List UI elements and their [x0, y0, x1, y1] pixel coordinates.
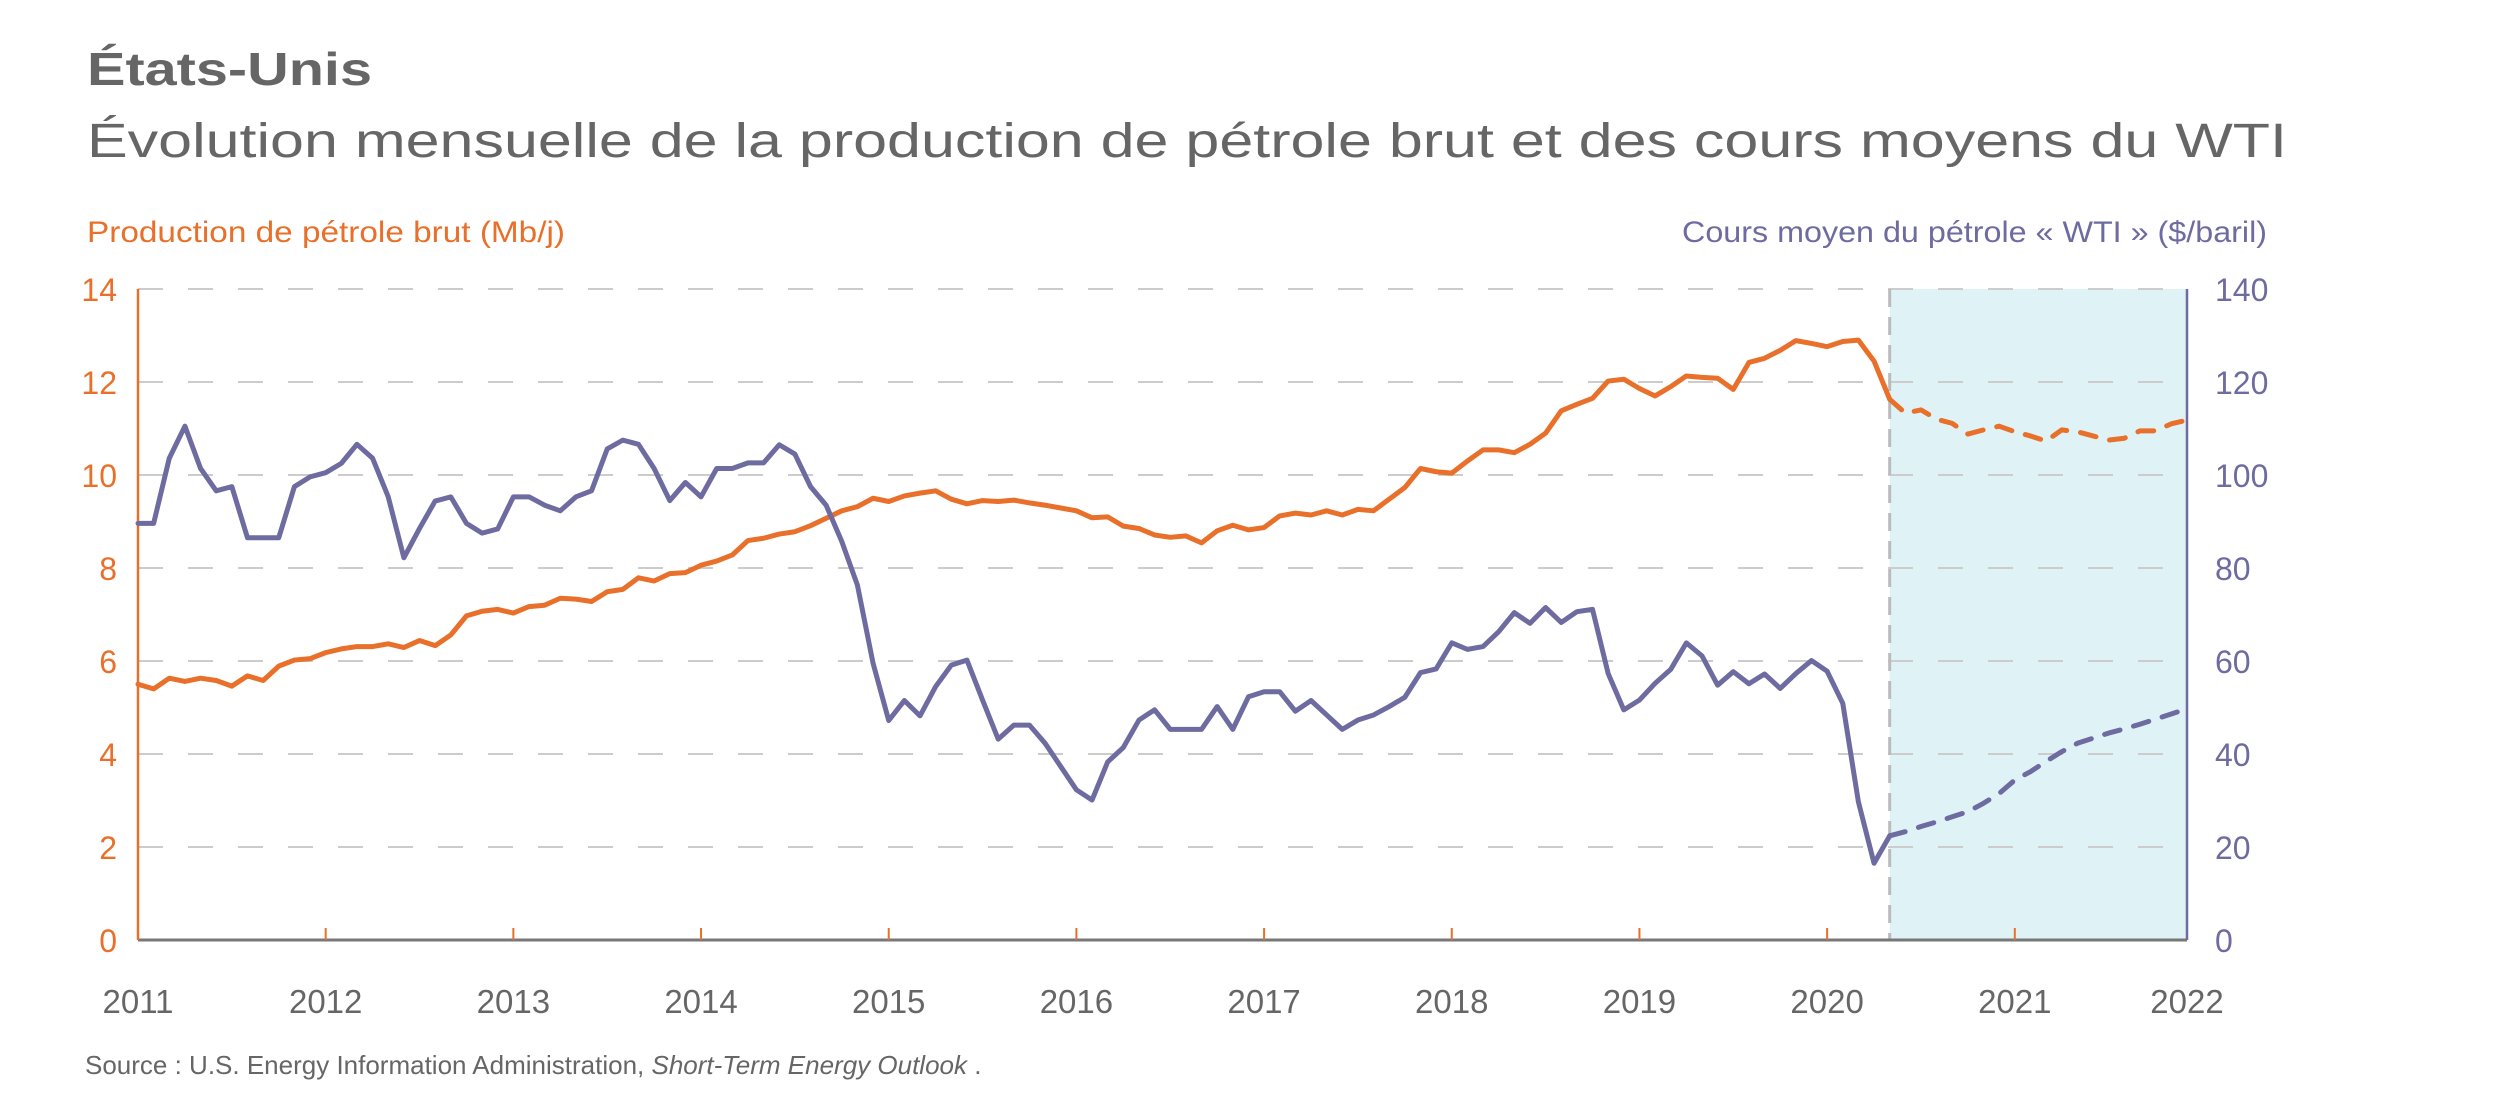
left-y-tick-label: 0 [99, 923, 117, 959]
right-y-tick-label: 140 [2215, 272, 2268, 308]
right-y-tick-label: 80 [2215, 551, 2251, 587]
source-suffix: . [967, 1050, 981, 1080]
left-y-tick-label: 6 [99, 644, 117, 680]
right-y-tick-label: 40 [2215, 737, 2251, 773]
left-y-tick-label: 2 [99, 830, 117, 866]
x-tick-label: 2021 [1978, 983, 2051, 1020]
x-tick-label: 2017 [1227, 983, 1300, 1020]
right-y-tick-label: 120 [2215, 365, 2268, 401]
source-publication: Short-Term Energy Outlook [651, 1050, 969, 1080]
chart-subtitle: Évolution mensuelle de la production de … [87, 115, 2287, 168]
right-y-tick-label: 20 [2215, 830, 2251, 866]
chart-title: États-Unis [87, 43, 372, 95]
production-line-actual [135, 337, 1893, 692]
plot-area: 2011 2012 2013 2014 2015 2016 2017 2018 2019 2020… [81, 272, 2268, 1020]
x-tick-label: 2018 [1415, 983, 1488, 1020]
forecast-band [1889, 289, 2187, 940]
left-y-tick-label: 10 [81, 458, 117, 494]
production-line-forecast [1887, 396, 2190, 444]
source-prefix: Source : U.S. Energy Information Adminis… [85, 1050, 651, 1080]
price-line-actual [135, 423, 1893, 866]
x-tick-label: 2014 [664, 983, 737, 1020]
x-tick-label: 2011 [103, 983, 174, 1020]
right-y-tick-label: 60 [2215, 644, 2251, 680]
x-tick-label: 2020 [1790, 983, 1863, 1020]
left-y-tick-label: 12 [81, 365, 117, 401]
x-tick-label: 2022 [2150, 983, 2223, 1020]
left-y-tick-label: 14 [81, 272, 117, 308]
x-tick-label: 2016 [1040, 983, 1113, 1020]
price-line-forecast [1887, 706, 2190, 839]
left-axis-title: Production de pétrole brut (Mb/j) [87, 216, 565, 249]
source-note: Source : U.S. Energy Information Adminis… [85, 1050, 981, 1080]
x-tick-label: 2012 [289, 983, 362, 1020]
left-y-tick-label: 8 [99, 551, 117, 587]
x-tick-label: 2013 [477, 983, 550, 1020]
x-tick-label: 2019 [1603, 983, 1676, 1020]
right-y-tick-label: 0 [2215, 923, 2233, 959]
right-y-tick-label: 100 [2215, 458, 2268, 494]
right-axis-title: Cours moyen du pétrole « WTI » ($/baril) [1682, 216, 2267, 249]
x-tick-label: 2015 [852, 983, 925, 1020]
left-y-tick-label: 4 [99, 737, 117, 773]
